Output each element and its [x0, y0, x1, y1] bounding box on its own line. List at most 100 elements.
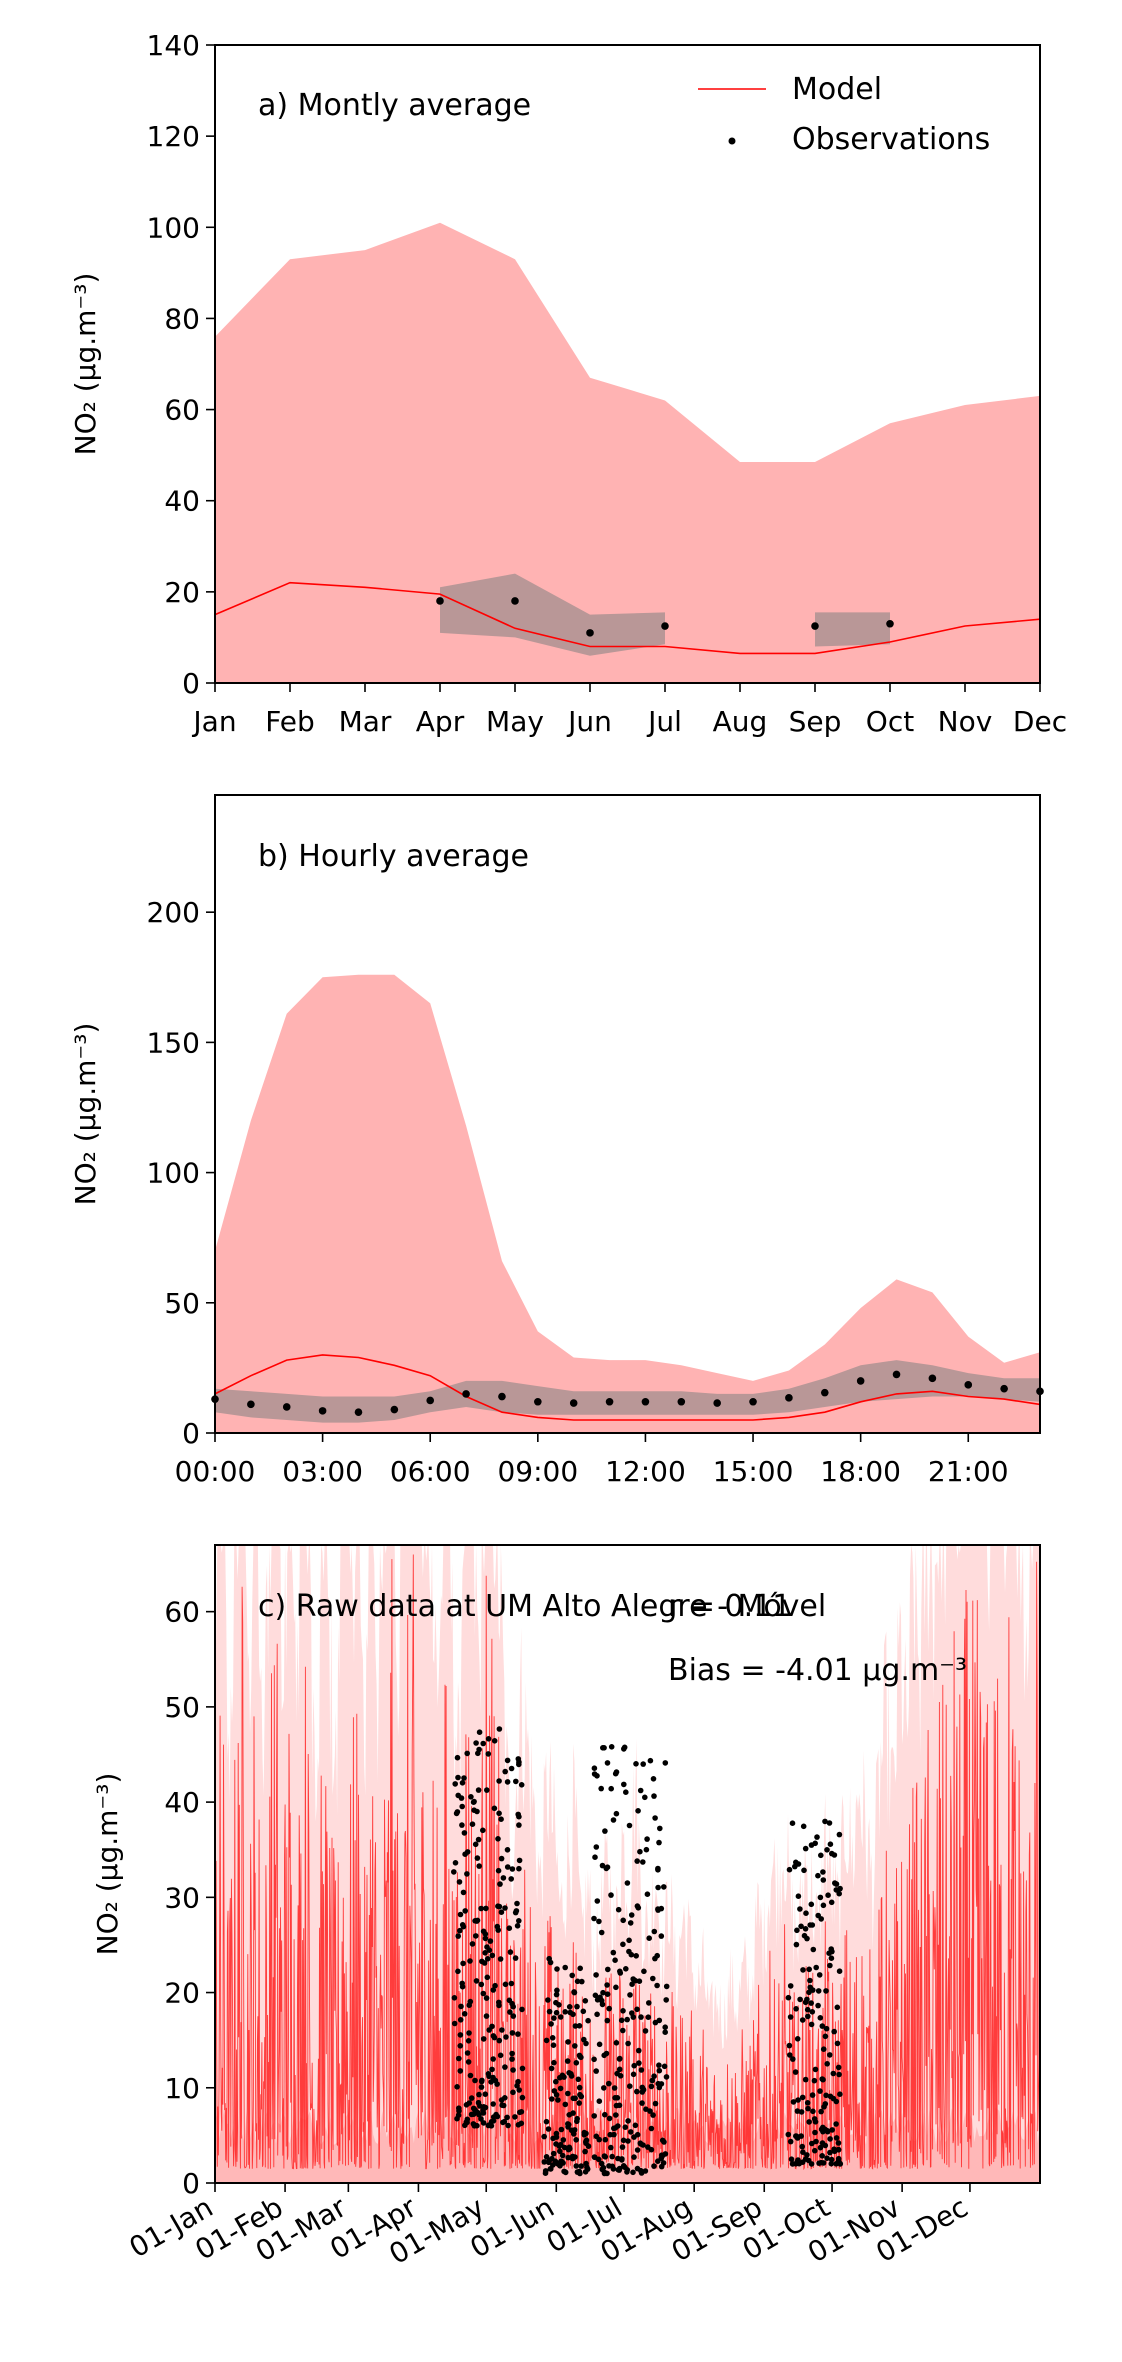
- obs-point: [601, 2153, 608, 2159]
- panel-c-ytick-label: 30: [164, 1881, 200, 1914]
- obs-point: [642, 2028, 649, 2034]
- panel-a-xtick-label: Feb: [265, 705, 315, 738]
- obs-point: [567, 2145, 573, 2152]
- obs-point: [803, 1910, 809, 1916]
- obs-point: [459, 1803, 466, 1810]
- obs-point: [629, 1981, 635, 1987]
- obs-point: [627, 1920, 634, 1926]
- obs-point: [458, 2003, 464, 2010]
- obs-point: [482, 1935, 489, 1942]
- obs-point: [543, 2118, 550, 2125]
- panel-c-ytick-label: 40: [164, 1786, 200, 1819]
- obs-point: [836, 1831, 843, 1838]
- obs-point: [795, 1893, 802, 1899]
- obs-point: [390, 1405, 399, 1414]
- obs-point: [473, 1978, 480, 1984]
- obs-point: [638, 2067, 645, 2073]
- obs-point: [572, 2095, 578, 2102]
- obs-point: [792, 2069, 799, 2075]
- obs-point: [616, 2066, 623, 2073]
- obs-point: [662, 1760, 669, 1766]
- obs-point: [559, 2152, 566, 2159]
- obs-point: [627, 2083, 633, 2089]
- obs-point: [809, 1922, 816, 1928]
- obs-point: [815, 2002, 821, 2009]
- obs-point: [660, 2160, 667, 2166]
- obs-point: [558, 2126, 565, 2133]
- obs-point: [856, 1377, 865, 1385]
- obs-point: [576, 2084, 583, 2091]
- obs-point: [568, 2071, 574, 2077]
- obs-point: [501, 2118, 508, 2125]
- obs-point: [556, 2002, 562, 2008]
- obs-point: [504, 1779, 511, 1785]
- obs-point: [713, 1399, 721, 1407]
- obs-point: [831, 2146, 837, 2152]
- obs-point: [574, 2003, 580, 2010]
- obs-point: [892, 1370, 901, 1379]
- panel-b-ytick-label: 0: [182, 1417, 200, 1450]
- obs-point: [799, 2017, 806, 2023]
- obs-point: [816, 1972, 823, 1978]
- obs-point: [459, 1780, 466, 1786]
- obs-point: [454, 1754, 461, 1761]
- obs-point: [555, 2097, 561, 2103]
- panel-a: 0 20 40 60 80 100 120 140 Jan Feb Mar Apr May Jun Jul A…: [69, 29, 1067, 738]
- obs-point: [813, 2138, 819, 2145]
- obs-point: [564, 2058, 571, 2064]
- obs-point: [511, 597, 519, 605]
- obs-point: [787, 2014, 794, 2020]
- obs-point: [460, 1889, 467, 1896]
- obs-point: [496, 1726, 503, 1732]
- obs-point: [620, 1917, 626, 1924]
- obs-point: [569, 1399, 578, 1407]
- obs-point: [512, 1955, 519, 1961]
- obs-point: [560, 2160, 566, 2166]
- obs-point: [562, 2169, 569, 2176]
- obs-point: [613, 1769, 620, 1775]
- obs-point: [628, 2129, 634, 2135]
- obs-point: [835, 2140, 842, 2146]
- obs-point: [542, 2170, 549, 2176]
- obs-point: [663, 1997, 669, 2003]
- obs-point: [516, 1865, 522, 1872]
- obs-point: [473, 1740, 479, 1746]
- obs-point: [639, 2100, 645, 2106]
- obs-point: [817, 2088, 823, 2094]
- obs-point: [436, 597, 444, 605]
- obs-point: [562, 2009, 568, 2015]
- obs-point: [830, 2070, 837, 2077]
- obs-point: [584, 2166, 591, 2172]
- obs-point: [824, 2155, 830, 2161]
- panel-a-xtick-label: Oct: [866, 705, 914, 738]
- obs-point: [598, 1929, 605, 1936]
- obs-point: [630, 2071, 637, 2078]
- panel-a-ytick-label: 120: [147, 120, 200, 153]
- obs-point: [454, 2084, 460, 2090]
- obs-point: [798, 2133, 804, 2139]
- obs-point: [808, 1901, 815, 1908]
- obs-point: [663, 2074, 670, 2080]
- obs-point: [482, 2091, 489, 2097]
- obs-point: [592, 1854, 598, 1860]
- obs-point: [610, 1949, 617, 1956]
- obs-point: [624, 1880, 631, 1886]
- obs-point: [594, 2011, 600, 2018]
- obs-point: [642, 2168, 649, 2174]
- obs-point: [482, 2104, 489, 2111]
- obs-point: [790, 2099, 797, 2105]
- obs-point: [1000, 1384, 1008, 1393]
- obs-point: [820, 2160, 827, 2166]
- obs-point: [613, 1810, 620, 1817]
- obs-point: [662, 2024, 668, 2030]
- obs-point: [616, 2167, 622, 2173]
- obs-point: [491, 1738, 498, 1744]
- obs-point: [801, 1867, 807, 1874]
- obs-point: [628, 1951, 635, 1958]
- panel-b-xtick-label: 21:00: [928, 1455, 1009, 1488]
- panel-c-ytick-label: 0: [182, 2167, 200, 2200]
- obs-point: [583, 2130, 589, 2137]
- model-line: [214, 1354, 1041, 1421]
- obs-point: [619, 2156, 625, 2162]
- obs-point: [548, 2065, 555, 2072]
